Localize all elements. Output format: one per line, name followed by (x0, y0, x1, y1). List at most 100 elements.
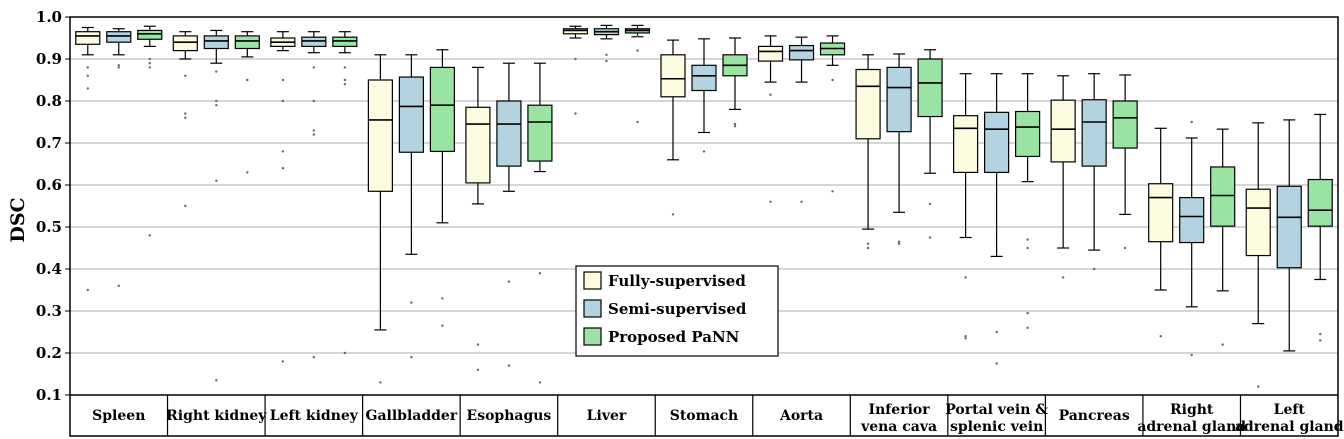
flier-point (897, 242, 901, 245)
flier-point (148, 66, 151, 69)
flier-point (538, 381, 542, 384)
box-body (1050, 99, 1076, 163)
flier-point (246, 171, 249, 174)
flier-point (184, 74, 187, 78)
box-1-1 (203, 29, 229, 382)
box-0-9 (953, 73, 979, 340)
flier-point (281, 150, 285, 153)
category-label: Stomach (670, 408, 739, 424)
box-2-5 (624, 24, 651, 124)
flier-point (964, 337, 967, 340)
box-0-5 (562, 25, 589, 115)
box-1-5 (593, 24, 620, 63)
box-body (527, 104, 553, 162)
flier-point (831, 190, 834, 193)
flier-point (574, 112, 577, 115)
box-2-9 (1015, 73, 1041, 329)
flier-point (379, 381, 382, 384)
category-label: Spleen (92, 408, 145, 424)
flier-point (1190, 120, 1193, 124)
category-label: Right (1170, 402, 1214, 418)
flier-point (995, 330, 998, 334)
box-body (332, 36, 358, 47)
box-0-12 (1245, 122, 1271, 388)
box-2-8 (917, 49, 943, 239)
box-2-1 (234, 31, 260, 174)
flier-point (1221, 343, 1224, 346)
flier-point (733, 122, 737, 126)
legend-label: Semi-supervised (608, 300, 747, 318)
box-1-12 (1276, 119, 1302, 352)
flier-point (312, 99, 316, 103)
flier-point (86, 288, 89, 292)
flier-point (1190, 353, 1193, 357)
flier-point (507, 364, 511, 367)
flier-point (928, 236, 932, 239)
flier-point (441, 297, 444, 300)
legend: Fully-supervised Semi-supervised Proposed … (575, 265, 779, 357)
flier-point (769, 93, 772, 96)
flier-point (831, 78, 834, 82)
box-body (1276, 185, 1302, 269)
flier-point (866, 242, 870, 245)
x-axis-categories: Spleen Right kidney Left kidney Gallbladder… (92, 395, 1344, 436)
flier-point (215, 104, 218, 107)
box-body (562, 28, 589, 35)
flier-point (184, 116, 187, 120)
flier-point (964, 335, 967, 338)
category-label: Esophagus (467, 408, 552, 424)
legend-label: Fully-supervised (608, 272, 746, 290)
flier-point (117, 66, 120, 69)
category-label: adrenal gland (1235, 419, 1344, 435)
box-body (1015, 110, 1041, 158)
flier-point (1257, 385, 1260, 388)
y-tick-label: 0.7 (36, 134, 62, 152)
flier-point (1319, 339, 1322, 342)
flier-point (312, 133, 316, 136)
box-body (496, 100, 522, 167)
flier-point (1061, 276, 1065, 279)
legend-label: Proposed PaNN (608, 328, 740, 346)
flier-point (866, 246, 870, 250)
box-1-9 (984, 73, 1010, 365)
box-body (301, 36, 327, 47)
box-1-4 (496, 62, 522, 367)
flier-point (410, 356, 413, 359)
box-1-6 (691, 38, 717, 153)
flier-point (312, 356, 316, 359)
legend-swatch (583, 299, 602, 318)
box-body (855, 68, 881, 140)
box-2-0 (137, 25, 163, 237)
flier-point (184, 112, 187, 115)
flier-point (86, 74, 89, 78)
box-1-2 (301, 31, 327, 359)
flier-point (343, 83, 347, 86)
box-2-2 (332, 31, 358, 355)
box-0-3 (367, 54, 393, 384)
box-1-7 (788, 36, 815, 203)
box-0-6 (660, 39, 686, 216)
box-body (953, 115, 979, 173)
flier-point (1026, 246, 1029, 250)
flier-point (769, 200, 772, 203)
box-1-0 (106, 28, 132, 287)
flier-point (897, 240, 901, 243)
flier-point (1123, 246, 1127, 250)
flier-point (148, 234, 151, 237)
y-tick-label: 0.5 (36, 218, 62, 236)
box-body (1148, 183, 1174, 243)
flier-point (800, 200, 803, 203)
category-label: Aorta (779, 408, 823, 424)
flier-point (1092, 267, 1096, 271)
category-label: Pancreas (1059, 408, 1130, 424)
flier-point (1026, 326, 1029, 329)
flier-point (343, 78, 347, 82)
box-body (1210, 166, 1236, 227)
category-label: Left (1274, 402, 1306, 418)
legend-box (575, 265, 779, 357)
y-tick-label: 0.9 (36, 50, 62, 68)
box-2-4 (527, 62, 553, 384)
box-0-2 (270, 31, 296, 363)
legend-swatch (583, 327, 602, 346)
flier-point (215, 179, 218, 182)
